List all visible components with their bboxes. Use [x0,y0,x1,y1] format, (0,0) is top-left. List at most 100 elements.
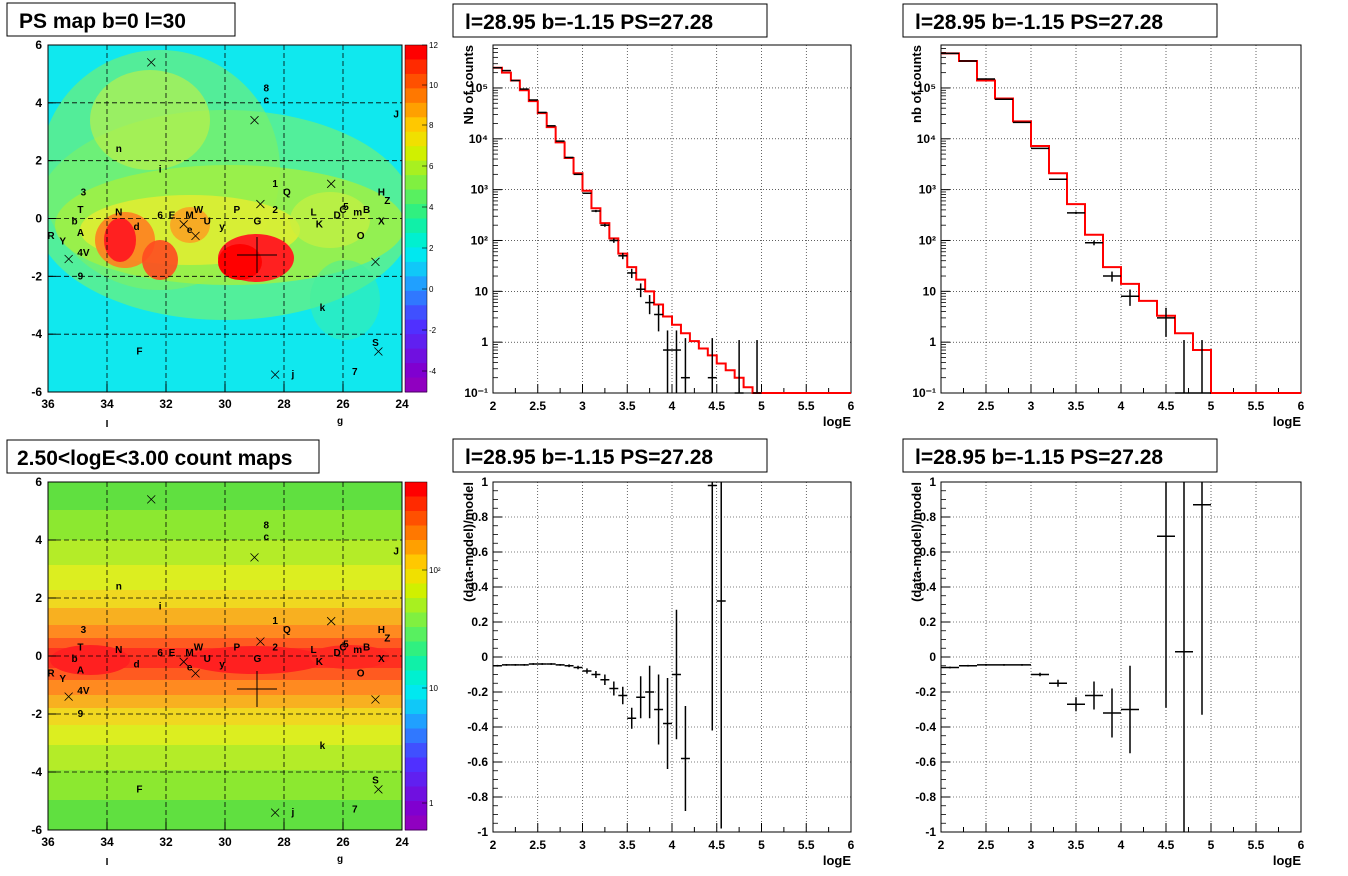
y-tick-label: 1 [929,335,936,349]
residual-point [555,664,565,666]
chart-title: l=28.95 b=-1.15 PS=27.28 [465,11,713,34]
y-tick-label: -0.4 [467,720,488,734]
data-point [645,295,655,315]
y-tick-label: -6 [31,385,42,399]
y-tick-label: 10⁻¹ [464,386,488,400]
palette-tick-label: 10² [429,566,441,575]
data-point [591,209,601,213]
map-grid [48,482,402,830]
source-label: J [393,109,399,120]
data-point [734,340,744,394]
y-axis-label: (data-model)/model [461,482,476,602]
big-cross-marker [237,671,277,707]
cross-marker [179,657,188,667]
y-tick-label: -4 [31,327,42,341]
data-point [1121,289,1139,306]
residual-point [609,681,619,696]
residual-point [564,664,574,668]
source-label: e [187,225,193,236]
data-point [582,192,592,195]
source-label: C [339,642,346,653]
source-label: R [47,231,55,242]
x-tick-label: 4.5 [708,399,725,413]
data-point [680,338,690,393]
residual-panel-2: 2 2.5 3 3.5 4 4.5 5 5.5 6 1 0.8 0.6 0.4 0.2 0 -0.2 -0.4 -… [902,438,1305,868]
x-tick-label: 28 [277,397,291,411]
residual-point [707,482,717,731]
source-label: S [372,338,379,349]
cross-marker [374,785,383,794]
data-point [1193,340,1211,394]
palette-band [405,276,427,292]
residual-point [1049,679,1067,687]
cross-marker [179,220,188,229]
y-axis: 1 0.8 0.6 0.4 0.2 0 -0.2 -0.4 -0.6 -0.8 -1 [467,475,502,839]
source-label: n [116,581,122,592]
palette-band [405,569,427,584]
residual-point [1157,482,1175,708]
source-label: N [115,208,122,219]
y-tick-label: 0.4 [471,580,488,594]
data-point [600,223,610,227]
residual-point [582,668,592,674]
y-tick-label: 2 [35,154,42,168]
x-tick-label: 24 [395,397,409,411]
y-axis-label: (data-model)/model [909,482,924,602]
source-label: Q [283,187,291,198]
title-box [902,3,1218,38]
x-tick-label: 2 [938,399,945,413]
palette-tick-label: 10 [429,684,438,693]
cross-marker [374,347,383,356]
palette-band [405,189,427,205]
palette-band [405,540,427,555]
source-label: k [320,741,326,752]
data-point [707,338,717,393]
y-tick-label: -0.2 [915,685,936,699]
y-axis-label: Nb of counts [461,45,476,124]
palette-tick-label: 10 [429,81,438,90]
palette-band [405,714,427,729]
color-palette: 10² 10 1 [404,481,441,831]
x-tick-label: 5.5 [798,399,815,413]
y-tick-label: -0.6 [467,755,488,769]
x-tick-label: 3 [579,838,586,852]
source-label: I [106,857,109,868]
source-label: A [77,228,84,239]
residual-point [680,706,690,811]
y-tick-label: -2 [31,269,42,283]
residual-point [663,678,672,769]
y-tick-label: -0.4 [915,720,936,734]
source-label: D [333,648,340,659]
plot-grid [940,481,1302,833]
x-tick-label: 4 [669,399,676,413]
source-label: y [219,222,225,233]
x-tick-label: 34 [100,835,114,849]
palette-band [405,146,427,162]
x-tick-label: 2.5 [978,838,995,852]
palette-band [405,583,427,599]
palette-band [405,261,427,277]
palette-band [405,685,427,700]
palette-tick-label: 12 [429,41,438,50]
palette-band [405,319,427,335]
y-tick-label: -0.8 [915,790,936,804]
x-tick-label: 6 [848,838,855,852]
y-tick-label: 0 [929,650,936,664]
data-point [573,173,583,176]
x-axis: 2 2.5 3 3.5 4 4.5 5 5.5 6 [490,823,855,852]
map2-title: 2.50<logE<3.00 count maps [17,447,292,470]
residual-point [977,664,995,666]
model-histogram [941,52,1301,394]
color-palette: 12 10 8 6 4 2 0 -2 -4 [404,41,438,393]
palette-band [405,117,427,133]
x-tick-label: 26 [336,397,350,411]
source-labels: 8c Jn i 1Q 3 HZ T N 6 E MW P 2 L C5m BXb d eUy G KD O RYA 4V 9 k… [47,83,399,470]
x-tick-label: 30 [218,397,232,411]
x-tick-label: 5 [1208,399,1215,413]
x-tick-label: 5 [758,399,765,413]
source-label: c [264,95,270,106]
data-point [654,305,664,332]
source-label: 7 [352,367,358,378]
source-label: 8 [264,521,270,532]
source-label: 9 [78,271,84,282]
